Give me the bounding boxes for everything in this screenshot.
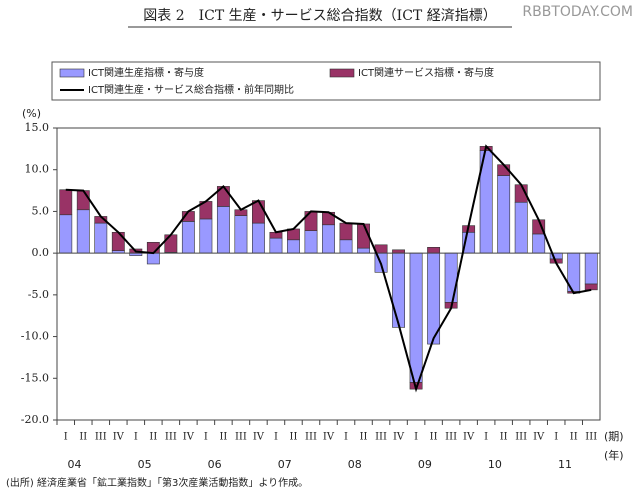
x-tick-label: III bbox=[95, 432, 107, 443]
y-tick-label: 0.0 bbox=[32, 246, 50, 259]
watermark: RBBTODAY.COM bbox=[522, 4, 633, 20]
y-tick-label: -5.0 bbox=[28, 288, 49, 301]
y-tick-label: -10.0 bbox=[21, 330, 49, 343]
x-tick-label: III bbox=[585, 432, 597, 443]
x-tick-label: IV bbox=[533, 432, 545, 443]
legend-label: ICT関連生産・サービス総合指標・前年同期比 bbox=[88, 83, 294, 96]
bar-segment bbox=[287, 239, 300, 254]
bar-segment bbox=[532, 233, 546, 254]
bar-segment bbox=[584, 283, 598, 291]
y-tick-label: 15.0 bbox=[25, 121, 50, 134]
x-tick-label: III bbox=[165, 432, 177, 443]
bar-segment bbox=[199, 218, 213, 254]
x-axis-label-year: (年) bbox=[604, 448, 624, 462]
y-tick-label: 5.0 bbox=[32, 204, 50, 217]
bar-segment bbox=[234, 215, 248, 254]
x-tick-label: I bbox=[134, 432, 138, 443]
year-label: 09 bbox=[418, 458, 432, 471]
bar-segment bbox=[339, 239, 353, 254]
year-label: 11 bbox=[558, 458, 572, 471]
bar-segment bbox=[146, 252, 160, 265]
year-label: 07 bbox=[278, 458, 292, 471]
legend-box bbox=[51, 61, 601, 101]
bar-segment bbox=[409, 252, 423, 383]
x-tick-label: II bbox=[79, 432, 87, 443]
x-tick-label: III bbox=[375, 432, 387, 443]
bar-segment bbox=[514, 201, 528, 254]
x-tick-label: II bbox=[360, 432, 368, 443]
bar-segment bbox=[164, 234, 178, 253]
plot-area bbox=[56, 127, 601, 421]
bar-segment bbox=[59, 189, 73, 216]
bar-segment bbox=[216, 206, 230, 254]
x-tick-label: II bbox=[149, 432, 157, 443]
bar-segment bbox=[252, 200, 265, 224]
bar-segment bbox=[392, 252, 405, 328]
y-tick-label: 10.0 bbox=[25, 163, 50, 176]
y-tick-label: -15.0 bbox=[21, 371, 49, 384]
x-tick-label: IV bbox=[253, 432, 265, 443]
x-tick-label: IV bbox=[183, 432, 195, 443]
x-tick-label: I bbox=[414, 432, 418, 443]
bar-segment bbox=[76, 209, 90, 254]
x-tick-label: IV bbox=[463, 432, 475, 443]
bar-segment bbox=[444, 252, 458, 303]
line-series bbox=[65, 144, 592, 393]
bar-segment bbox=[392, 249, 405, 254]
x-tick-label: II bbox=[219, 432, 227, 443]
legend-swatch bbox=[329, 68, 355, 78]
bar-segment bbox=[59, 214, 73, 254]
source-note: (出所) 経済産業省「鉱工業指数」「第3次産業活動指数」より作成。 bbox=[6, 476, 308, 489]
x-tick-label: IV bbox=[113, 432, 125, 443]
bar-segment bbox=[322, 224, 335, 254]
bar-segment bbox=[304, 230, 318, 254]
bar-segment bbox=[94, 222, 108, 254]
x-tick-label: III bbox=[305, 432, 317, 443]
x-tick-label: I bbox=[64, 432, 68, 443]
chart-title: 図表 2 ICT 生産・サービス総合指数（ICT 経済指標） bbox=[143, 8, 496, 24]
x-tick-label: III bbox=[235, 432, 247, 443]
x-tick-label: IV bbox=[323, 432, 335, 443]
x-axis-label-quarter: (期) bbox=[604, 430, 624, 443]
year-label: 10 bbox=[488, 458, 502, 471]
legend-label: ICT関連生産指標・寄与度 bbox=[88, 66, 204, 79]
legend-swatch bbox=[59, 68, 85, 78]
x-tick-label: II bbox=[290, 432, 298, 443]
x-tick-label: II bbox=[570, 432, 578, 443]
x-tick-label: I bbox=[344, 432, 348, 443]
year-label: 08 bbox=[348, 458, 362, 471]
x-tick-label: I bbox=[554, 432, 558, 443]
year-label: 06 bbox=[208, 458, 222, 471]
x-tick-label: I bbox=[274, 432, 278, 443]
y-axis-label: (%) bbox=[22, 107, 41, 120]
x-tick-label: III bbox=[515, 432, 527, 443]
bar-segment bbox=[76, 190, 90, 211]
bar-segment bbox=[357, 247, 370, 254]
bar-segment bbox=[584, 252, 598, 285]
x-tick-label: II bbox=[500, 432, 508, 443]
bar-segment bbox=[269, 237, 283, 254]
bar-segment bbox=[111, 231, 125, 251]
x-tick-label: I bbox=[204, 432, 208, 443]
legend-label: ICT関連サービス指標・寄与度 bbox=[358, 66, 494, 79]
bar-segment bbox=[339, 222, 353, 241]
x-tick-label: II bbox=[430, 432, 438, 443]
bar-segment bbox=[497, 175, 511, 254]
x-tick-label: III bbox=[445, 432, 457, 443]
year-label: 05 bbox=[138, 458, 152, 471]
bar-segment bbox=[181, 221, 195, 254]
bar-segment bbox=[427, 247, 441, 254]
year-label: 04 bbox=[68, 458, 82, 471]
x-tick-label: I bbox=[484, 432, 488, 443]
y-tick-label: -20.0 bbox=[21, 413, 49, 426]
bar-segment bbox=[252, 222, 265, 254]
x-tick-label: IV bbox=[393, 432, 405, 443]
